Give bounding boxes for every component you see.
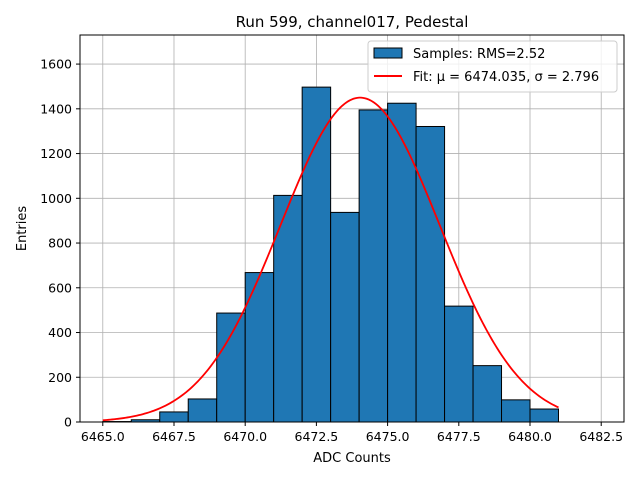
histogram-bars xyxy=(102,86,559,423)
legend-fit-label: Fit: μ = 6474.035, σ = 2.796 xyxy=(413,70,599,85)
x-tick-label-1: 6467.5 xyxy=(152,429,196,444)
histogram-bar-9 xyxy=(358,109,389,423)
x-tick-label-7: 6482.5 xyxy=(579,429,623,444)
chart-title: Run 599, channel017, Pedestal xyxy=(236,13,469,31)
histogram-bar-12 xyxy=(444,305,474,423)
y-axis-ticks: 0 200 400 600 800 1000 1200 1400 1600 xyxy=(40,57,80,430)
legend: Samples: RMS=2.52 Fit: μ = 6474.035, σ =… xyxy=(367,40,618,93)
legend-box xyxy=(367,40,618,93)
histogram-bar-4 xyxy=(216,312,246,423)
legend-samples-patch xyxy=(373,47,403,59)
x-tick-label-6: 6480.0 xyxy=(508,429,552,444)
histogram-bar-7 xyxy=(301,86,332,423)
legend-samples-label: Samples: RMS=2.52 xyxy=(413,47,545,62)
x-tick-label-4: 6475.0 xyxy=(366,429,410,444)
histogram-bar-2 xyxy=(159,411,189,423)
fit-curve-layer xyxy=(102,96,559,422)
x-tick-label-5: 6477.5 xyxy=(437,429,481,444)
x-tick-label-0: 6465.0 xyxy=(81,429,125,444)
x-tick-label-3: 6472.5 xyxy=(295,429,339,444)
y-tick-label-3: 600 xyxy=(48,280,72,295)
x-axis-ticks: 6465.0 6467.5 6470.0 6472.5 6475.0 6477.5 6480… xyxy=(81,422,623,444)
y-tick-label-2: 400 xyxy=(48,325,72,340)
y-tick-label-5: 1000 xyxy=(40,191,72,206)
histogram-bar-3 xyxy=(187,398,218,423)
y-tick-label-6: 1200 xyxy=(40,146,72,161)
y-tick-label-8: 1600 xyxy=(40,57,72,72)
y-tick-label-0: 0 xyxy=(64,415,72,430)
plot-frame xyxy=(79,34,625,423)
x-tick-label-2: 6470.0 xyxy=(223,429,267,444)
histogram-bar-15 xyxy=(529,408,559,423)
histogram-bar-13 xyxy=(472,365,503,423)
histogram-bar-11 xyxy=(415,125,446,423)
y-axis-label: Entries xyxy=(15,206,30,252)
y-tick-label-1: 200 xyxy=(48,370,72,385)
histogram-bar-5 xyxy=(244,272,275,423)
histogram-bar-10 xyxy=(387,102,417,423)
y-tick-label-4: 800 xyxy=(48,236,72,251)
y-tick-label-7: 1400 xyxy=(40,101,72,116)
x-axis-label: ADC Counts xyxy=(313,451,391,466)
histogram-bar-14 xyxy=(501,399,531,423)
histogram-bar-8 xyxy=(330,211,360,423)
gaussian-fit-line xyxy=(102,96,559,422)
